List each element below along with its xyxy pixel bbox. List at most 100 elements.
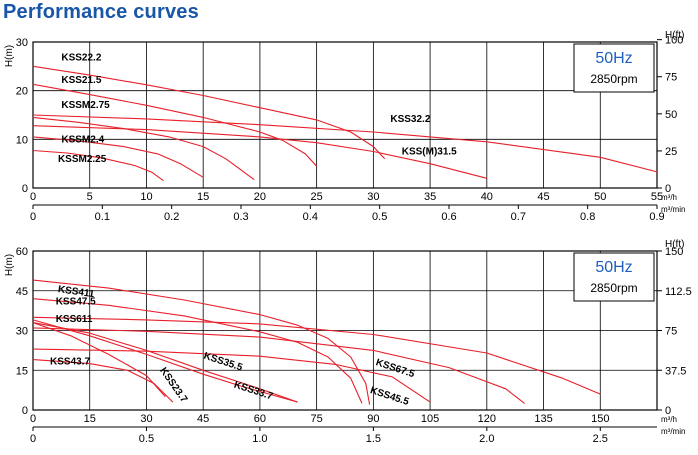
chart1-x-tick-label: 5 — [87, 191, 93, 203]
chart1-x-tick-label: 35 — [424, 191, 436, 203]
chart2-x-tick-label: 45 — [197, 413, 209, 425]
chart1-series-label-KSS(M)31.5: KSS(M)31.5 — [402, 146, 457, 157]
chart1-secondary-x-tick-label: 0.1 — [95, 211, 110, 223]
chart2-x-tick-label: 60 — [254, 413, 266, 425]
chart1-x-tick-label: 55 — [651, 191, 663, 203]
chart1-series-curve-KSSM2.4 — [32, 136, 204, 178]
chart2-x-tick-label: 0 — [30, 413, 36, 425]
chart1-right-tick-label: 25 — [665, 146, 677, 158]
chart2-right-axis-title: H(ft) — [665, 239, 684, 250]
chart1-x-tick-label: 25 — [311, 191, 323, 203]
chart1-series-curve-KSS22.2 — [32, 65, 386, 160]
chart2-x-tick-label: 15 — [84, 413, 96, 425]
chart2-right-tick-label: 0 — [665, 405, 671, 417]
chart1-frequency-label: 50Hz — [595, 50, 632, 67]
chart2-series-curve-KSS45.5 — [32, 348, 431, 403]
chart1-secondary-x-tick-label: 0.4 — [303, 211, 318, 223]
chart1-series-curve-KSS(M)31.5 — [32, 125, 487, 179]
chart2-series-curve-KSS35.5 — [32, 322, 298, 403]
chart1-secondary-x-tick-label: 0.7 — [511, 211, 526, 223]
chart1-plot-frame — [32, 41, 658, 189]
chart1-secondary-x-tick-label: 0.5 — [372, 211, 387, 223]
chart1-series-label-KSS32.2: KSS32.2 — [390, 114, 430, 125]
chart1-series-label-KSS22.2: KSS22.2 — [61, 52, 101, 63]
chart1-x-unit-m3min: m³/min — [661, 205, 685, 214]
chart2-secondary-x-tick-label: 1.5 — [366, 433, 381, 445]
chart1-secondary-x-tick-label: 0.2 — [164, 211, 179, 223]
chart1-secondary-x-tick-label: 0.8 — [580, 211, 595, 223]
chart1-x-tick-label: 20 — [254, 191, 266, 203]
chart2-series-curve-KSS23.7 — [32, 322, 166, 398]
chart1-secondary-x-tick-label: 0.6 — [441, 211, 456, 223]
chart1-y-tick-label: 30 — [16, 37, 28, 49]
chart2-frequency-label: 50Hz — [595, 259, 632, 276]
chart1-y-tick-label: 20 — [16, 86, 28, 98]
chart2-secondary-x-tick-label: 2.0 — [479, 433, 494, 445]
chart2-x-tick-label: 30 — [140, 413, 152, 425]
chart2-series-label-KSS47.5: KSS47.5 — [56, 297, 96, 308]
chart1-y-axis-title: H(m) — [4, 45, 15, 67]
chart1-series-label-KSSM2.75: KSSM2.75 — [61, 100, 110, 111]
chart1-x-unit-m3h: m³/h — [661, 193, 677, 202]
chart2-y-tick-label: 45 — [16, 286, 28, 298]
chart2-x-tick-label: 75 — [311, 413, 323, 425]
chart2-series-curve-KSS67.5 — [32, 327, 525, 404]
chart2-series-label-KSS23.7: KSS23.7 — [157, 366, 189, 405]
chart2-secondary-x-tick-label: 2.5 — [593, 433, 608, 445]
chart2-x-unit-m3h: m³/h — [661, 415, 677, 424]
chart2-series-curve-KSS33.7 — [32, 319, 298, 403]
chart2-x-tick-label: 150 — [591, 413, 609, 425]
chart2-series-curve-KSS611 — [32, 316, 601, 395]
chart2-series-curve-KSS411 — [32, 279, 371, 405]
chart1-right-tick-label: 75 — [665, 72, 677, 84]
chart1-x-tick-label: 10 — [140, 191, 152, 203]
chart1-right-tick-label: 100 — [665, 35, 683, 47]
chart1-x-tick-label: 15 — [197, 191, 209, 203]
chart1-x-tick-label: 30 — [367, 191, 379, 203]
chart2-speed-label: 2850rpm — [590, 281, 637, 295]
chart1-y-tick-label: 10 — [16, 134, 28, 146]
chart2-x-tick-label: 135 — [534, 413, 552, 425]
chart1-series-curve-KSS21.5 — [32, 83, 318, 167]
chart1-series-curve-KSSM2.75 — [32, 116, 255, 181]
chart2-x-unit-m3min: m³/min — [661, 427, 685, 436]
chart1-series-label-KSS21.5: KSS21.5 — [61, 75, 101, 86]
chart2-y-tick-label: 60 — [16, 246, 28, 258]
chart1-series-label-KSSM2.25: KSSM2.25 — [58, 154, 107, 165]
chart2-secondary-x-tick-label: 0 — [30, 433, 36, 445]
chart1-info-box — [573, 43, 655, 93]
chart1-series-label-KSSM2.4: KSSM2.4 — [61, 135, 104, 146]
chart1-right-tick-label: 50 — [665, 109, 677, 121]
page-title: Performance curves — [3, 1, 199, 23]
chart1-x-tick-label: 40 — [481, 191, 493, 203]
chart2-x-tick-label: 90 — [367, 413, 379, 425]
chart2-right-tick-label: 37.5 — [665, 365, 686, 377]
chart2-y-tick-label: 30 — [16, 326, 28, 338]
chart2-right-tick-label: 150 — [665, 246, 683, 258]
chart1-series-curve-KSS32.2 — [32, 114, 658, 173]
chart2-series-label-KSS67.5: KSS67.5 — [374, 357, 416, 380]
chart2-y-tick-label: 15 — [16, 365, 28, 377]
chart2-series-curve-KSS47.5 — [32, 298, 363, 404]
chart2-right-tick-label: 112.5 — [665, 286, 692, 298]
chart1-x-tick-label: 45 — [537, 191, 549, 203]
chart2-series-label-KSS33.7: KSS33.7 — [233, 380, 275, 403]
chart2-secondary-x-tick-label: 1.0 — [252, 433, 267, 445]
chart2-x-tick-label: 105 — [421, 413, 439, 425]
chart1-x-tick-label: 50 — [594, 191, 606, 203]
chart2-series-label-KSS43.7: KSS43.7 — [50, 356, 90, 367]
chart1-right-axis-title: H(ft) — [665, 30, 684, 41]
chart1-y-tick-label: 0 — [22, 183, 28, 195]
chart1-right-tick-label: 0 — [665, 183, 671, 195]
chart2-series-curve-KSS43.7 — [32, 359, 174, 403]
chart2-series-label-KSS45.5: KSS45.5 — [369, 385, 411, 408]
chart1-secondary-x-tick-label: 0.3 — [233, 211, 248, 223]
chart1-series-curve-KSSM2.25 — [32, 149, 164, 182]
chart2-y-axis-title: H(m) — [4, 254, 15, 276]
chart1-secondary-x-tick-label: 0.9 — [649, 211, 664, 223]
chart1-secondary-x-tick-label: 0 — [30, 211, 36, 223]
chart2-y-tick-label: 0 — [22, 405, 28, 417]
chart2-right-tick-label: 75 — [665, 326, 677, 338]
chart1-speed-label: 2850rpm — [590, 72, 637, 86]
